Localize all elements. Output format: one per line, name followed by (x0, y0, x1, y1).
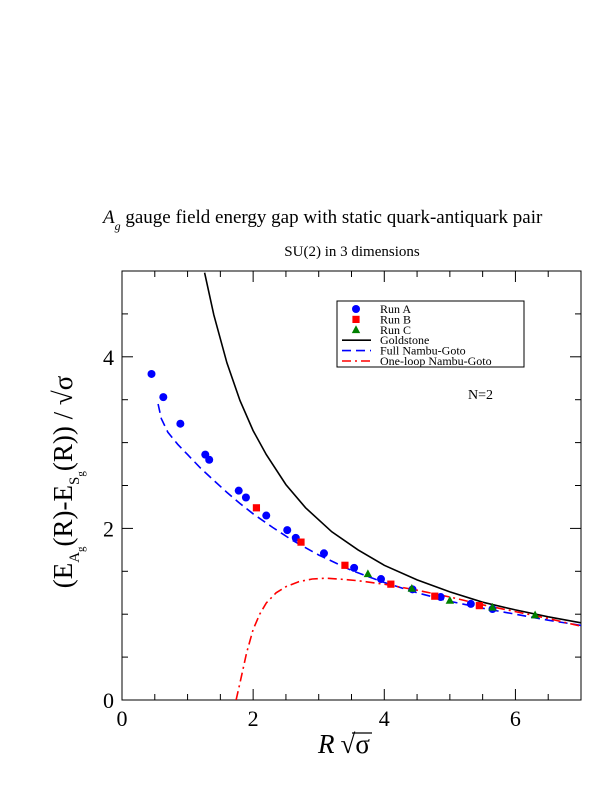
data-points (147, 369, 540, 619)
curve-one-loop-nambu-goto (235, 577, 581, 700)
legend-goldstone-label: Goldstone (380, 333, 429, 347)
point-run-a (436, 593, 445, 602)
legend-box (336, 300, 525, 368)
title-subscript: g (115, 219, 121, 233)
x-axis-main: R (317, 729, 335, 759)
x-tick-label: 0 (117, 706, 128, 731)
y-axis-title: (EAg(R)-ESg(R)) / √σ (48, 375, 87, 588)
x-axis-sqrt-arg: σ (355, 729, 370, 759)
legend-run-c-marker (351, 325, 361, 334)
n-annotation: N=2 (468, 388, 493, 403)
point-run-c (445, 595, 455, 604)
axis-ticks (121, 270, 582, 701)
y-tick-label: 4 (103, 345, 114, 370)
legend-run-a-label: Run A (380, 302, 411, 316)
tick-labels: 0 2 4 6 0 2 4 (103, 345, 521, 731)
curve-full-nambu-goto (157, 403, 581, 627)
legend-run-a-marker (352, 305, 360, 313)
point-run-a (283, 526, 292, 535)
point-run-b (475, 602, 483, 610)
point-run-b (387, 580, 395, 588)
curve-goldstone (203, 272, 581, 624)
point-run-a (377, 575, 386, 584)
point-run-c (530, 610, 540, 619)
point-run-b (297, 538, 305, 546)
point-run-c (407, 583, 417, 592)
point-run-a (319, 549, 328, 558)
point-run-a (234, 486, 243, 495)
point-run-b (252, 504, 261, 512)
legend-full-nambu-goto-label: Full Nambu-Goto (380, 344, 466, 358)
point-run-b (431, 592, 439, 600)
point-run-b (341, 561, 349, 569)
chart-title: Ag gauge field energy gap with static qu… (101, 207, 543, 233)
point-run-c (488, 602, 497, 611)
x-tick-label: 6 (510, 706, 521, 731)
y-tick-label: 0 (103, 688, 114, 713)
point-run-a (241, 493, 250, 502)
y-tick-label: 2 (103, 516, 114, 541)
theory-curves (157, 272, 581, 700)
x-axis-title: R √σ (317, 729, 370, 759)
point-run-a (262, 511, 271, 520)
legend-run-b-marker (352, 315, 360, 323)
point-run-a (205, 455, 214, 464)
legend-run-c-label: Run C (380, 323, 411, 337)
point-run-a (350, 563, 359, 572)
title-prefix: A (101, 207, 115, 228)
chart-subtitle: SU(2) in 3 dimensions (284, 244, 420, 260)
title-rest: gauge field energy gap with static quark… (121, 207, 543, 228)
point-run-a (147, 369, 156, 378)
legend-run-b-label: Run B (380, 312, 411, 326)
svg-text:(EAg(R)-ESg(R)) / √σ: (EAg(R)-ESg(R)) / √σ (48, 375, 87, 588)
point-run-a (466, 599, 475, 608)
legend-one-loop-nambu-goto-label: One-loop Nambu-Goto (380, 354, 492, 368)
point-run-c (363, 569, 373, 578)
point-run-a (176, 419, 185, 428)
x-tick-label: 2 (248, 706, 259, 731)
point-run-a (159, 393, 168, 402)
x-tick-label: 4 (379, 706, 390, 731)
